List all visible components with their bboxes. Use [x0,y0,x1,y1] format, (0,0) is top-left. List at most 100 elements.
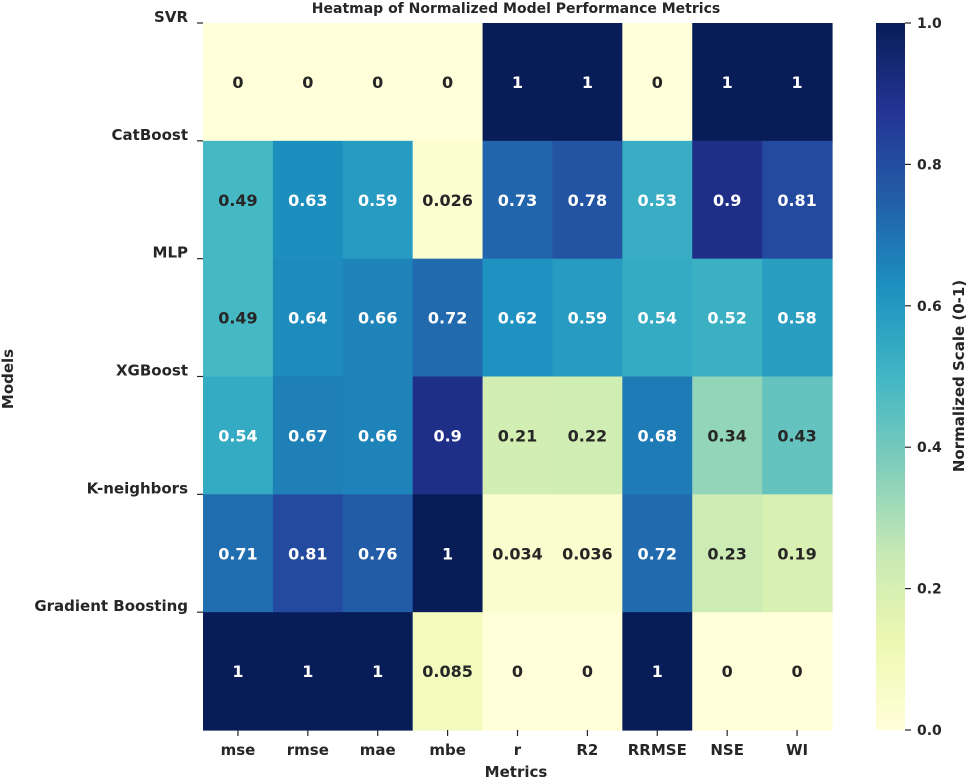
heatmap-cell [692,23,763,142]
cell-value-label: 0 [232,73,243,92]
heatmap-cell [622,258,693,378]
cell-value-label: 0.036 [562,544,613,563]
heatmap-cell [203,494,274,613]
heatmap-cell [692,376,763,495]
heatmap-cell [412,612,484,731]
cell-value-label: 0.78 [568,191,607,210]
heatmap-cell [272,140,344,260]
cell-value-label: 0.66 [358,309,397,328]
cell-value-label: 0.81 [777,191,816,210]
cell-value-label: 0.59 [358,191,397,210]
cell-value-label: 0.19 [777,544,816,563]
heatmap-cell [482,258,554,378]
cell-value-label: 0.54 [638,309,677,328]
cell-value-label: 0.63 [288,191,327,210]
colorbar-tick-label: 0.2 [917,582,942,598]
heatmap-cell [552,376,623,495]
cell-value-label: 1 [791,73,802,92]
y-tick-label: K-neighbors [87,479,188,497]
cell-value-label: 1 [582,73,593,92]
colorbar-tick-label: 0.8 [917,157,942,173]
cell-value-label: 0.034 [492,544,543,563]
heatmap-cell-labels: 0 0 0 0 1 1 0 1 1 0.49 0.63 0.59 0.026 0.73 0.78 0.53 0.… [218,73,817,681]
cell-value-label: 0.76 [358,544,397,563]
y-axis-ticks: SVR CatBoost MLP XGBoost K-neighbors Gradient… [34,8,203,615]
heatmap-cell [412,258,484,378]
heatmap-cell [762,612,833,731]
cell-value-label: 0.52 [707,309,746,328]
y-tick-label: SVR [154,8,188,26]
heatmap-cell [482,494,554,613]
heatmap-cell [552,494,623,613]
cell-value-label: 0.54 [218,426,257,445]
cell-value-label: 0 [652,73,663,92]
x-tick-label: RRMSE [628,741,687,759]
colorbar-tick-label: 0.6 [917,299,942,315]
heatmap-cell [692,494,763,613]
heatmap-cell [482,612,554,731]
x-tick-label: R2 [576,741,598,759]
cell-value-label: 0.64 [288,309,327,328]
heatmap-cell [342,23,414,142]
heatmap-cell [203,376,274,495]
heatmap-cell [622,23,693,142]
cell-value-label: 1 [232,662,243,681]
heatmap-cell [203,612,274,731]
heatmap-cell [692,140,763,260]
cell-value-label: 0.9 [433,426,461,445]
heatmap-cell [342,140,414,260]
cell-value-label: 0.67 [288,426,327,445]
heatmap-cell [203,140,274,260]
cell-value-label: 1 [302,662,313,681]
cell-value-label: 0.22 [568,426,607,445]
heatmap-cell [412,23,484,142]
heatmap-cell [203,258,274,378]
heatmap-cell [622,140,693,260]
cell-value-label: 0.59 [568,309,607,328]
cell-value-label: 0.72 [428,309,467,328]
heatmap-cell [272,612,344,731]
cell-value-label: 0 [302,73,313,92]
heatmap-cell [272,494,344,613]
heatmap-cell [552,140,623,260]
cell-value-label: 1 [442,544,453,563]
heatmap-cell [272,23,344,142]
heatmap-cell [342,376,414,495]
cell-value-label: 0 [372,73,383,92]
cell-value-label: 0.53 [638,191,677,210]
heatmap-cell [412,376,484,495]
x-tick-label: WI [786,741,808,759]
cell-value-label: 1 [372,662,383,681]
x-axis-ticks: mse rmse mae mbe r R2 RRMSE NSE WI [221,730,808,759]
heatmap-cell [552,258,623,378]
heatmap-cell [622,494,693,613]
cell-value-label: 0 [722,662,733,681]
cell-value-label: 0.026 [422,191,473,210]
heatmap-cell [272,258,344,378]
heatmap-cell [692,258,763,378]
cell-value-label: 0.49 [218,309,257,328]
heatmap-cell [272,376,344,495]
cell-value-label: 0.34 [707,426,746,445]
heatmap-cell [692,612,763,731]
x-tick-label: NSE [710,741,744,759]
cell-value-label: 0.73 [498,191,537,210]
heatmap-cell [482,376,554,495]
cell-value-label: 0.81 [288,544,327,563]
y-tick-label: CatBoost [112,126,188,144]
cell-value-label: 0.62 [498,309,537,328]
y-axis-label: Models [0,349,17,409]
heatmap-cell [762,376,833,495]
cell-value-label: 0.72 [638,544,677,563]
cell-value-label: 0.49 [218,191,257,210]
colorbar-tick-label: 0.4 [917,440,942,456]
heatmap-cell [762,258,833,378]
cell-value-label: 0.21 [498,426,537,445]
cell-value-label: 0 [512,662,523,681]
heatmap-cell [762,23,833,142]
y-tick-label: MLP [153,244,188,262]
cell-value-label: 0.71 [218,544,257,563]
cell-value-label: 1 [722,73,733,92]
heatmap-cell [552,23,623,142]
